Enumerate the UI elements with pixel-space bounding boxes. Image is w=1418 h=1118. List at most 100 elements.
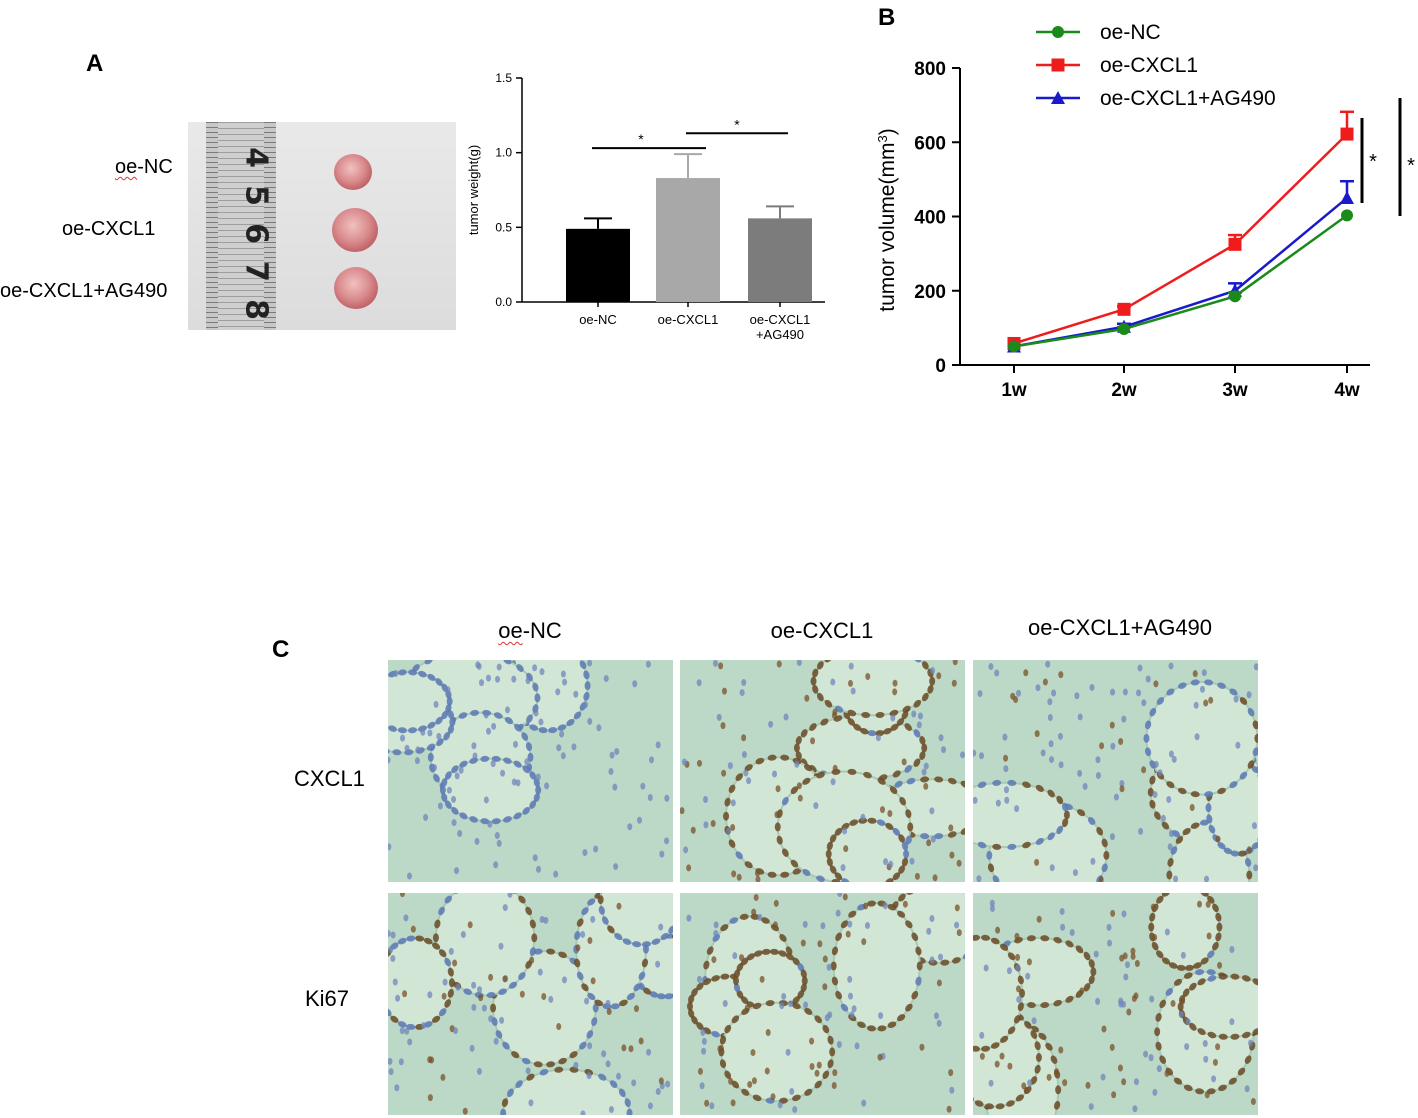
ihc-stroma-nucleus [919, 1043, 925, 1051]
ihc-nucleus [800, 969, 807, 979]
ihc-stroma-nucleus [878, 1012, 884, 1020]
ihc-stroma-nucleus [1045, 660, 1051, 668]
photo-label-oe-nc-prefix: oe [115, 156, 138, 178]
ihc-nucleus [1143, 733, 1150, 743]
tumor-volume-line-chart: tumor volume(mm3) 0 200 400 600 800 1w 2w 3w 4w *… [875, 21, 1416, 401]
ihc-stroma-nucleus [1119, 954, 1125, 962]
ihc-stroma-nucleus [502, 904, 508, 912]
ihc-stroma-nucleus [820, 922, 826, 930]
line-x-tick-label: 2w [1111, 380, 1137, 401]
ihc-nucleus [607, 925, 615, 934]
ihc-stroma-nucleus [754, 869, 760, 877]
ihc-nucleus [752, 1094, 762, 1102]
ihc-nucleus [587, 992, 596, 1001]
ihc-stroma-nucleus [936, 979, 942, 987]
ihc-stroma-nucleus [775, 785, 781, 793]
ihc-nucleus [875, 711, 885, 719]
ihc-stroma-nucleus [840, 864, 846, 872]
ihc-stroma-nucleus [1211, 1075, 1217, 1083]
ihc-stroma-nucleus [593, 845, 599, 853]
ihc-nucleus [744, 861, 753, 869]
ihc-stroma-nucleus [1110, 688, 1116, 696]
ihc-nucleus [867, 730, 877, 737]
ihc-nucleus [992, 843, 1002, 850]
ihc-nucleus [444, 800, 452, 809]
ihc-nucleus [883, 727, 892, 735]
ihc-nucleus [1015, 1094, 1024, 1102]
ihc-stroma-nucleus [1058, 1046, 1064, 1054]
ihc-stroma-nucleus [720, 722, 726, 730]
ihc-stroma-nucleus [647, 1102, 653, 1110]
ihc-stroma-nucleus [1164, 928, 1170, 936]
ihc-stroma-nucleus [826, 963, 832, 971]
ihc-stroma-nucleus [892, 688, 898, 696]
ihc-nucleus [962, 952, 965, 960]
ihc-nucleus [534, 693, 541, 703]
ihc-nucleus [522, 765, 530, 774]
ihc-nucleus [720, 973, 730, 980]
ihc-stroma-nucleus [751, 908, 757, 916]
ihc-nucleus [781, 796, 789, 806]
ihc-stroma-nucleus [1203, 699, 1209, 707]
ihc-stroma-nucleus [1082, 782, 1088, 790]
ihc-stroma-nucleus [701, 1047, 707, 1055]
ihc-stroma-nucleus [548, 995, 554, 1003]
ihc-nucleus [1083, 951, 1091, 961]
ihc-stroma-nucleus [847, 975, 853, 983]
ihc-stroma-nucleus [680, 807, 685, 815]
ihc-stroma-nucleus [1003, 754, 1009, 762]
ihc-nucleus [790, 859, 799, 868]
line-y-axis-label: tumor volume(mm3) [875, 128, 900, 311]
ihc-nucleus [503, 816, 512, 823]
ihc-stroma-nucleus [861, 1099, 867, 1107]
ihc-stroma-nucleus [1141, 699, 1147, 707]
ihc-nucleus [501, 1098, 509, 1108]
ihc-stroma-nucleus [772, 770, 778, 778]
ihc-nucleus [898, 834, 906, 843]
ihc-stroma-nucleus [407, 872, 413, 880]
ihc-nucleus [513, 760, 522, 768]
ihc-stroma-nucleus [605, 999, 611, 1007]
ihc-stroma-nucleus [917, 712, 923, 720]
ihc-nucleus [1190, 679, 1200, 686]
ihc-nucleus [919, 751, 926, 760]
ihc-stroma-nucleus [427, 991, 433, 999]
ihc-stroma-nucleus [1137, 664, 1143, 672]
ihc-nucleus [598, 905, 605, 915]
ihc-nucleus [449, 717, 456, 727]
ihc-nucleus [898, 865, 906, 874]
ihc-stroma-nucleus [1196, 900, 1202, 908]
ihc-stroma-nucleus [1100, 1073, 1106, 1081]
ihc-stroma-nucleus [1235, 741, 1241, 749]
ihc-stroma-nucleus [601, 1050, 607, 1058]
ihc-nucleus [1252, 978, 1258, 986]
ihc-stroma-nucleus [1015, 953, 1021, 961]
ihc-nucleus [1055, 1085, 1062, 1095]
ihc-stroma-nucleus [628, 1045, 634, 1053]
ihc-nucleus [903, 849, 910, 859]
ruler: 4 5 6 7 8 [206, 122, 276, 330]
bar-significance-star: * [638, 131, 644, 147]
ihc-stroma-nucleus [500, 769, 506, 777]
ihc-nucleus [522, 806, 530, 815]
ihc-stroma-nucleus [648, 756, 654, 764]
ihc-stroma-nucleus [1095, 772, 1101, 780]
ihc-nucleus [503, 660, 512, 665]
ihc-nucleus [1184, 964, 1194, 971]
ihc-stroma-nucleus [999, 1052, 1005, 1060]
ihc-stroma-nucleus [393, 669, 399, 677]
ruler-number: 8 [238, 299, 274, 320]
ihc-nucleus [887, 1021, 897, 1028]
ihc-nucleus [706, 946, 714, 955]
ihc-stroma-nucleus [1040, 749, 1046, 757]
ihc-stroma-nucleus [744, 1004, 750, 1012]
ihc-stroma-nucleus [750, 1049, 756, 1057]
ihc-stroma-nucleus [502, 975, 508, 983]
ihc-stroma-nucleus [1136, 689, 1142, 697]
ihc-nucleus [1144, 747, 1152, 757]
tumor-oe-cxcl1 [332, 208, 378, 252]
ihc-stroma-nucleus [875, 734, 881, 742]
ihc-nucleus [1045, 1042, 1053, 1051]
ihc-nucleus [1176, 964, 1186, 971]
ihc-stroma-nucleus [701, 1037, 707, 1045]
